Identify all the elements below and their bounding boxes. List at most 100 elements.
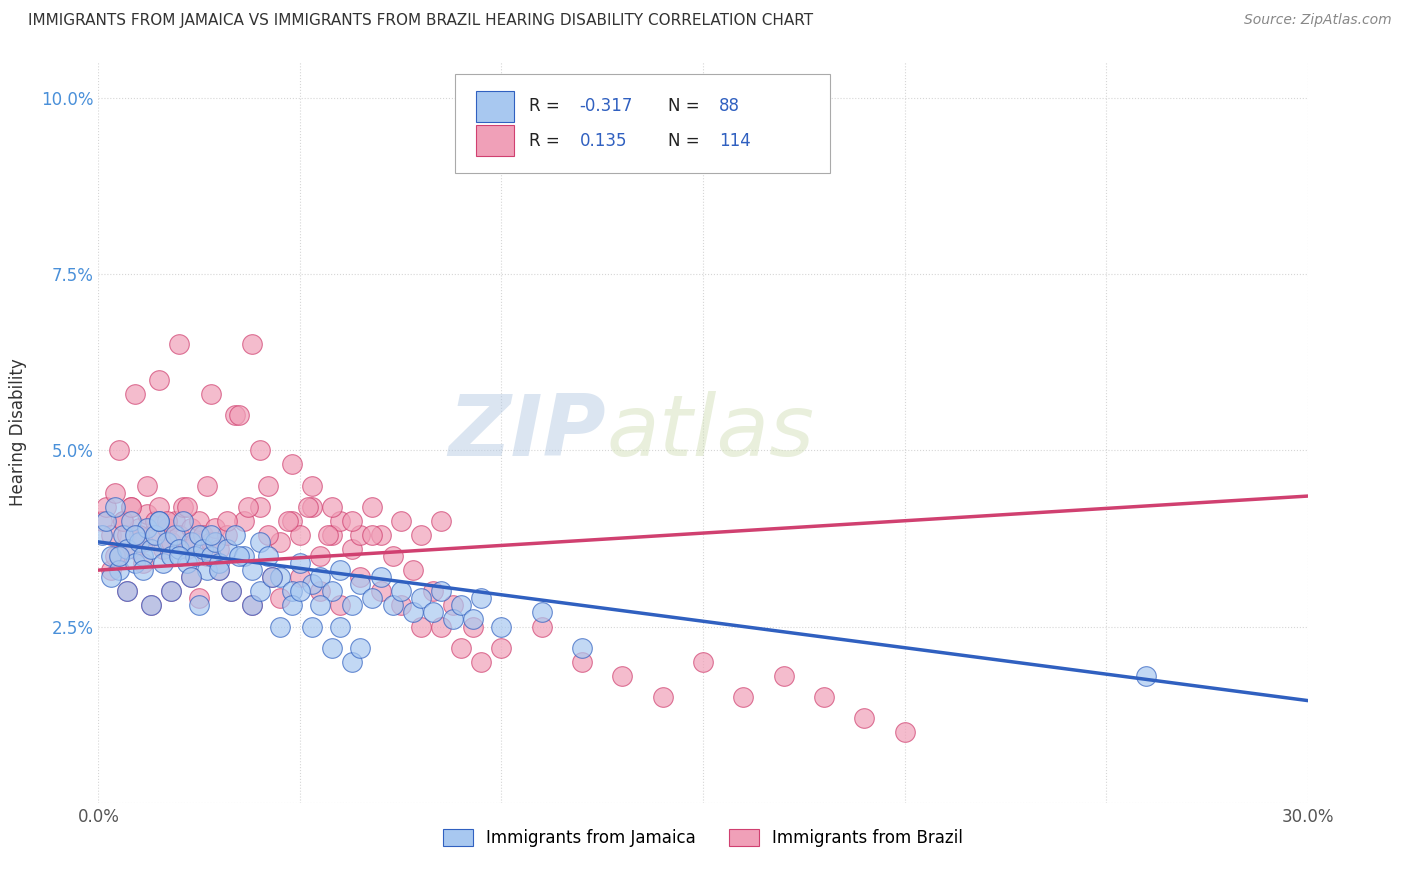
Point <box>143 528 166 542</box>
Point <box>115 584 138 599</box>
Point <box>200 528 222 542</box>
Point <box>409 591 432 606</box>
Point <box>103 500 125 514</box>
Point <box>349 640 371 655</box>
Text: ZIP: ZIP <box>449 391 606 475</box>
Point <box>148 373 170 387</box>
Point <box>361 591 384 606</box>
Point <box>208 556 231 570</box>
Point <box>184 549 207 563</box>
Point <box>163 528 186 542</box>
Point <box>143 514 166 528</box>
Point <box>441 612 464 626</box>
Point <box>361 528 384 542</box>
Point <box>167 549 190 563</box>
Point <box>450 640 472 655</box>
Point <box>160 535 183 549</box>
Point <box>208 541 231 556</box>
Point <box>128 535 150 549</box>
Point <box>107 549 129 563</box>
Text: 0.135: 0.135 <box>579 132 627 150</box>
Point <box>281 599 304 613</box>
Point <box>342 541 364 556</box>
Text: N =: N = <box>668 132 704 150</box>
Point <box>256 549 278 563</box>
Point <box>240 599 263 613</box>
Point <box>240 563 263 577</box>
Point <box>195 478 218 492</box>
Point <box>450 599 472 613</box>
Point <box>120 514 142 528</box>
Point <box>893 725 915 739</box>
Point <box>571 655 593 669</box>
Point <box>176 556 198 570</box>
Point <box>269 535 291 549</box>
Point <box>160 549 183 563</box>
Point <box>301 500 323 514</box>
Point <box>217 514 239 528</box>
FancyBboxPatch shape <box>456 73 830 173</box>
Point <box>180 570 202 584</box>
Point <box>329 514 352 528</box>
Point <box>156 521 179 535</box>
Point <box>1135 669 1157 683</box>
Point <box>381 599 404 613</box>
Point <box>530 619 553 633</box>
Point <box>217 541 239 556</box>
Point <box>107 443 129 458</box>
Point <box>309 599 332 613</box>
Point <box>111 514 134 528</box>
Point <box>269 591 291 606</box>
Point <box>288 528 311 542</box>
Point <box>240 599 263 613</box>
Point <box>470 591 492 606</box>
Point <box>389 599 412 613</box>
Point <box>124 528 146 542</box>
Point <box>409 619 432 633</box>
Point <box>224 408 246 422</box>
Point <box>733 690 755 704</box>
Point <box>100 570 122 584</box>
Point <box>301 619 323 633</box>
Point <box>309 549 332 563</box>
Point <box>96 500 118 514</box>
Text: R =: R = <box>529 97 565 115</box>
Point <box>370 584 392 599</box>
Point <box>370 570 392 584</box>
Point <box>491 619 513 633</box>
Point <box>329 599 352 613</box>
Point <box>389 584 412 599</box>
Point <box>167 541 190 556</box>
Point <box>115 541 138 556</box>
Point <box>260 570 283 584</box>
Point <box>260 570 283 584</box>
Point <box>135 507 157 521</box>
Point <box>571 640 593 655</box>
Point <box>120 500 142 514</box>
Point <box>381 549 404 563</box>
Text: Source: ZipAtlas.com: Source: ZipAtlas.com <box>1244 13 1392 28</box>
Point <box>269 619 291 633</box>
Point <box>430 619 453 633</box>
Text: R =: R = <box>529 132 565 150</box>
Point <box>422 606 444 620</box>
Point <box>180 521 202 535</box>
Point <box>204 535 226 549</box>
Point <box>195 563 218 577</box>
Point <box>176 500 198 514</box>
Point <box>221 584 243 599</box>
Y-axis label: Hearing Disability: Hearing Disability <box>10 359 27 507</box>
Point <box>204 521 226 535</box>
Point <box>139 541 162 556</box>
Point <box>249 500 271 514</box>
Point <box>152 541 174 556</box>
Point <box>321 528 343 542</box>
Point <box>321 500 343 514</box>
Point <box>361 500 384 514</box>
Point <box>103 485 125 500</box>
Point <box>172 500 194 514</box>
Point <box>288 584 311 599</box>
Point <box>256 478 278 492</box>
Point <box>772 669 794 683</box>
Point <box>651 690 673 704</box>
